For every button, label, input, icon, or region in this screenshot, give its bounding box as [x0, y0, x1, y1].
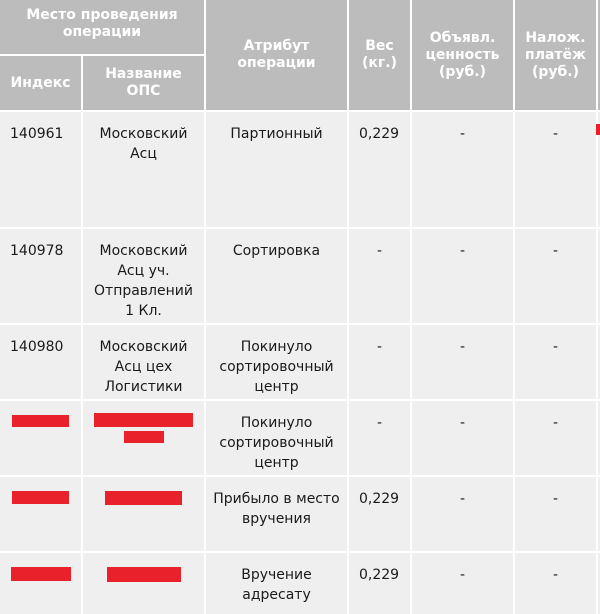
row-5-name-redacted [83, 477, 204, 551]
row-2-index: 140978 [0, 229, 81, 323]
header-ops-name: Название ОПС [83, 56, 204, 110]
cropped-redaction-mark [596, 124, 600, 135]
row-2-edge [598, 229, 600, 323]
row-3-name: Московский Асц цех Логистики [83, 325, 204, 399]
row-1-declared: - [412, 112, 513, 227]
redaction-bar [106, 567, 181, 582]
row-6-index-redacted [0, 553, 81, 614]
header-weight: Вес (кг.) [349, 0, 410, 110]
row-1-weight: 0,229 [349, 112, 410, 227]
row-1-index: 140961 [0, 112, 81, 227]
row-6-name-redacted [83, 553, 204, 614]
row-5-attribute: Прибыло в место вручения [206, 477, 347, 551]
row-1-edge [598, 112, 600, 227]
row-4-index-redacted [0, 401, 81, 475]
row-3-edge [598, 325, 600, 399]
row-3-index: 140980 [0, 325, 81, 399]
row-5-cod: - [515, 477, 596, 551]
row-5-declared: - [412, 477, 513, 551]
row-4-cod: - [515, 401, 596, 475]
redaction-bar [94, 413, 193, 427]
redaction-bar [105, 491, 182, 505]
row-3-cod: - [515, 325, 596, 399]
row-1-name: Московский Асц [83, 112, 204, 227]
row-5-weight: 0,229 [349, 477, 410, 551]
row-2-attribute: Сортировка [206, 229, 347, 323]
header-cod: Налож. платёж (руб.) [515, 0, 596, 110]
header-index: Индекс [0, 56, 81, 110]
row-6-cod: - [515, 553, 596, 614]
row-2-declared: - [412, 229, 513, 323]
row-5-index-redacted [0, 477, 81, 551]
redaction-bar [10, 567, 71, 581]
row-3-declared: - [412, 325, 513, 399]
row-2-weight: - [349, 229, 410, 323]
row-1-cod: - [515, 112, 596, 227]
row-6-attribute: Вручение адресату [206, 553, 347, 614]
row-6-declared: - [412, 553, 513, 614]
row-4-name-redacted [83, 401, 204, 475]
row-6-weight: 0,229 [349, 553, 410, 614]
row-4-attribute: Покинуло сортировочный центр [206, 401, 347, 475]
redaction-bar [12, 491, 69, 504]
row-2-cod: - [515, 229, 596, 323]
row-1-attribute: Партионный [206, 112, 347, 227]
row-4-declared: - [412, 401, 513, 475]
header-declared-value: Объявл. ценность (руб.) [412, 0, 513, 110]
header-operation-place: Место проведения операции [0, 0, 204, 54]
redaction-bar [123, 431, 164, 443]
row-4-edge [598, 401, 600, 475]
row-3-attribute: Покинуло сортировочный центр [206, 325, 347, 399]
row-5-edge [598, 477, 600, 551]
row-4-weight: - [349, 401, 410, 475]
row-3-weight: - [349, 325, 410, 399]
header-next-column [598, 0, 600, 110]
row-2-name: Московский Асц уч. Отправлений 1 Кл. [83, 229, 204, 323]
row-6-edge [598, 553, 600, 614]
header-attribute: Атрибут операции [206, 0, 347, 110]
redaction-bar [12, 415, 69, 427]
